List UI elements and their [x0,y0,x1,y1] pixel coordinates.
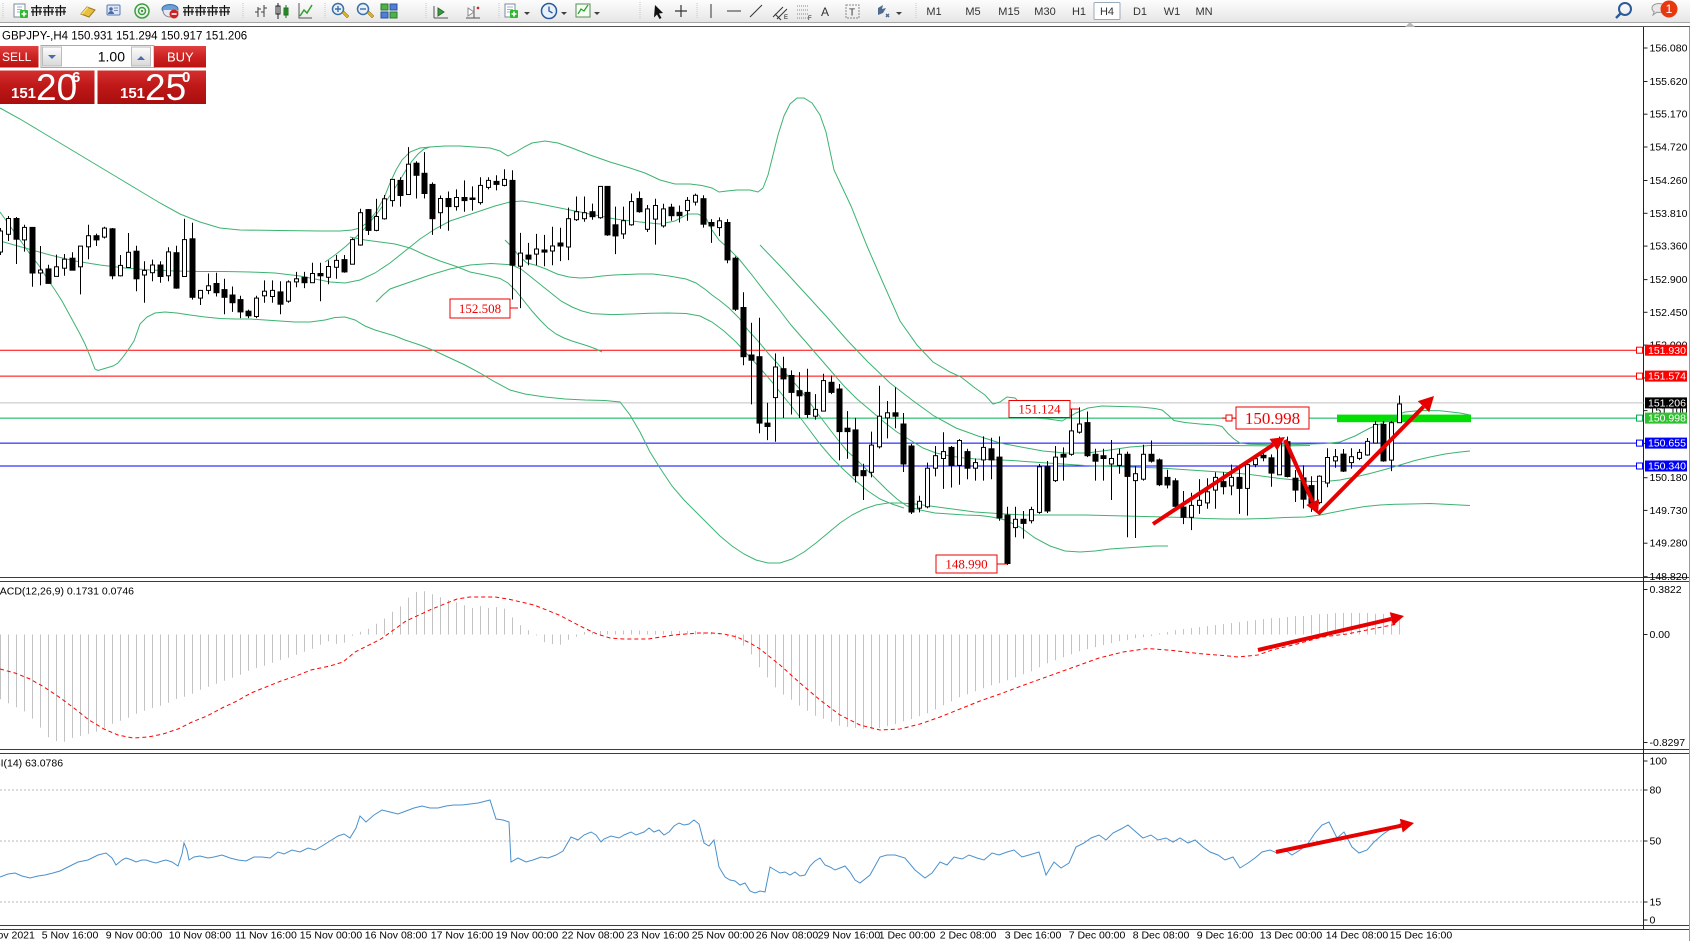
svg-text:26 Nov 08:00: 26 Nov 08:00 [756,930,819,941]
svg-text:GBPJPY-,H4 150.931 151.294 15: GBPJPY-,H4 150.931 151.294 150.917 151.2… [2,31,247,43]
svg-text:150.998: 150.998 [1245,409,1300,428]
svg-text:7 Dec 00:00: 7 Dec 00:00 [1069,930,1126,941]
svg-text:0.00: 0.00 [1650,629,1671,641]
svg-text:0.3822: 0.3822 [1650,584,1682,596]
svg-text:D1: D1 [1133,6,1147,18]
svg-text:80: 80 [1650,785,1662,797]
svg-text:MN: MN [1195,6,1212,18]
svg-text:1 Dec 00:00: 1 Dec 00:00 [879,930,936,941]
svg-text:25 Nov 00:00: 25 Nov 00:00 [692,930,755,941]
svg-text:A: A [821,5,829,19]
svg-text:6: 6 [72,69,80,86]
svg-text:16 Nov 08:00: 16 Nov 08:00 [365,930,428,941]
svg-text:-0.8297: -0.8297 [1650,737,1686,749]
svg-text:SELL: SELL [2,50,32,64]
svg-text:E: E [784,15,788,21]
svg-text:151.574: 151.574 [1648,371,1686,383]
svg-text:8 Dec 08:00: 8 Dec 08:00 [1133,930,1190,941]
svg-text:0: 0 [182,69,190,86]
svg-text:15: 15 [1650,897,1662,909]
svg-text:MACD(12,26,9) 0.1731 0.0746: MACD(12,26,9) 0.1731 0.0746 [0,586,134,598]
svg-text:3 Dec 16:00: 3 Dec 16:00 [1005,930,1062,941]
svg-text:150.180: 150.180 [1650,472,1688,484]
svg-text:15 Dec 16:00: 15 Dec 16:00 [1390,930,1453,941]
svg-text:T: T [849,8,855,19]
svg-text:29 Nov 16:00: 29 Nov 16:00 [818,930,881,941]
svg-text:151: 151 [120,85,145,102]
svg-text:9 Nov 00:00: 9 Nov 00:00 [106,930,163,941]
svg-text:M5: M5 [965,6,980,18]
svg-text:155.170: 155.170 [1650,109,1688,121]
svg-text:150.340: 150.340 [1648,461,1686,473]
svg-text:2 Dec 08:00: 2 Dec 08:00 [940,930,997,941]
svg-text:25: 25 [145,67,186,108]
svg-text:153.810: 153.810 [1650,208,1688,220]
svg-text:150.998: 150.998 [1648,413,1686,425]
svg-text:RSI(14) 63.0786: RSI(14) 63.0786 [0,758,63,770]
svg-text:148.820: 148.820 [1650,571,1688,583]
svg-text:150.655: 150.655 [1648,438,1686,450]
svg-text:100: 100 [1650,756,1668,768]
svg-text:1: 1 [1666,2,1673,16]
svg-text:154.260: 154.260 [1650,175,1688,187]
svg-text:0: 0 [1650,915,1656,927]
svg-text:F: F [808,16,812,22]
svg-text:M1: M1 [926,6,941,18]
svg-text:153.360: 153.360 [1650,241,1688,253]
svg-text:1.00: 1.00 [98,49,125,65]
svg-text:M15: M15 [998,6,1019,18]
svg-text:4 Nov 2021: 4 Nov 2021 [0,930,35,941]
svg-text:19 Nov 00:00: 19 Nov 00:00 [496,930,559,941]
svg-text:152.900: 152.900 [1650,274,1688,286]
svg-text:17 Nov 16:00: 17 Nov 16:00 [431,930,494,941]
svg-text:151.930: 151.930 [1648,345,1686,357]
svg-text:5 Nov 16:00: 5 Nov 16:00 [42,930,99,941]
svg-text:BUY: BUY [167,50,194,65]
svg-text:151.206: 151.206 [1648,398,1686,410]
svg-text:23 Nov 16:00: 23 Nov 16:00 [627,930,690,941]
svg-text:155.620: 155.620 [1650,76,1688,88]
svg-text:10 Nov 08:00: 10 Nov 08:00 [169,930,232,941]
svg-text:15 Nov 00:00: 15 Nov 00:00 [300,930,363,941]
svg-text:9 Dec 16:00: 9 Dec 16:00 [1197,930,1254,941]
svg-text:151.124: 151.124 [1018,402,1061,417]
svg-text:20: 20 [36,67,77,108]
svg-text:148.990: 148.990 [945,557,987,572]
svg-text:156.080: 156.080 [1650,43,1688,55]
svg-text:152.508: 152.508 [459,301,501,316]
svg-text:149.280: 149.280 [1650,538,1688,550]
svg-text:152.450: 152.450 [1650,307,1688,319]
svg-text:22 Nov 08:00: 22 Nov 08:00 [562,930,625,941]
svg-text:151: 151 [11,85,36,102]
svg-text:H4: H4 [1100,6,1114,18]
svg-text:W1: W1 [1164,6,1181,18]
svg-text:M30: M30 [1034,6,1055,18]
svg-text:154.720: 154.720 [1650,142,1688,154]
svg-text:11 Nov 16:00: 11 Nov 16:00 [235,930,297,941]
svg-text:149.730: 149.730 [1650,505,1688,517]
svg-text:H1: H1 [1072,6,1086,18]
svg-text:13 Dec 00:00: 13 Dec 00:00 [1260,930,1323,941]
svg-text:14 Dec 08:00: 14 Dec 08:00 [1326,930,1389,941]
svg-text:50: 50 [1650,836,1662,848]
